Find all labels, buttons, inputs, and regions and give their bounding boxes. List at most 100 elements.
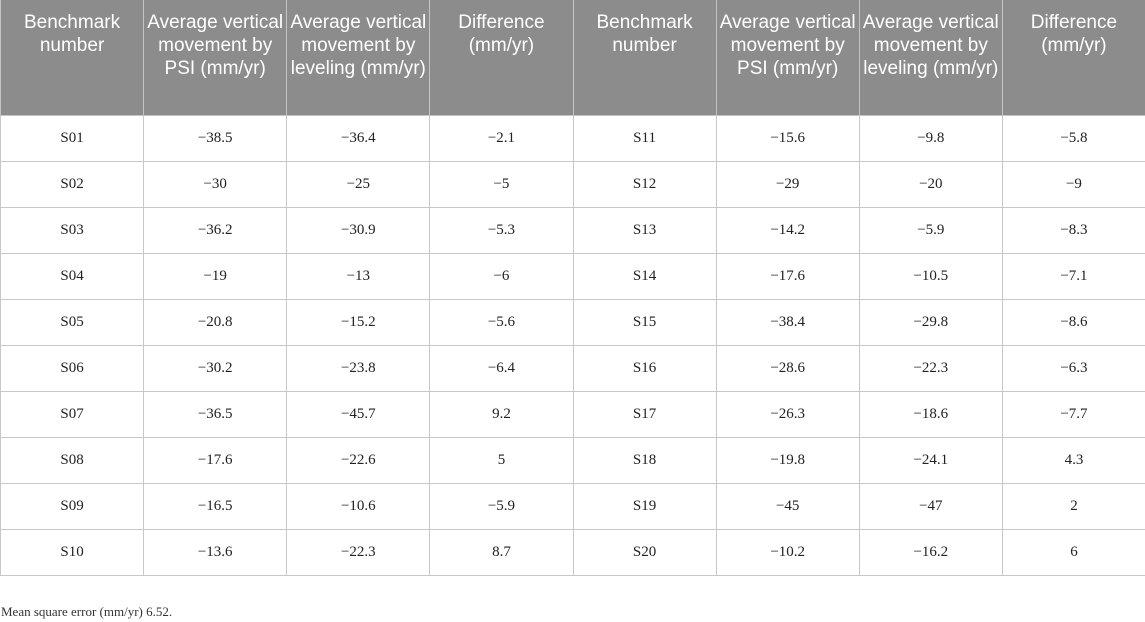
cell-psi-movement: −36.5 <box>143 390 288 438</box>
cell-benchmark-number-2: S17 <box>572 390 717 438</box>
cell-benchmark-number-2: S15 <box>572 298 717 346</box>
cell-leveling-movement-2: −20 <box>858 160 1003 208</box>
cell-leveling-movement: −23.8 <box>286 344 431 392</box>
cell-psi-movement-2: −17.6 <box>715 252 860 300</box>
cell-leveling-movement: −22.6 <box>286 436 431 484</box>
cell-psi-movement-2: −10.2 <box>715 528 860 576</box>
cell-benchmark-number: S02 <box>0 160 145 208</box>
cell-leveling-movement: −36.4 <box>286 114 431 162</box>
cell-benchmark-number-2: S14 <box>572 252 717 300</box>
cell-difference-2: −7.7 <box>1001 390 1145 438</box>
cell-benchmark-number: S08 <box>0 436 145 484</box>
cell-psi-movement: −19 <box>143 252 288 300</box>
cell-psi-movement: −30 <box>143 160 288 208</box>
cell-leveling-movement: −25 <box>286 160 431 208</box>
cell-difference: −5.3 <box>429 206 574 254</box>
cell-leveling-movement-2: −47 <box>858 482 1003 530</box>
cell-psi-movement: −13.6 <box>143 528 288 576</box>
cell-difference-2: 6 <box>1001 528 1145 576</box>
cell-difference-2: 4.3 <box>1001 436 1145 484</box>
cell-difference: −6.4 <box>429 344 574 392</box>
cell-psi-movement-2: −19.8 <box>715 436 860 484</box>
header-benchmark-number-2: Benchmark number <box>572 0 717 116</box>
cell-difference: −5 <box>429 160 574 208</box>
cell-benchmark-number-2: S16 <box>572 344 717 392</box>
benchmark-comparison-table: Benchmark number Average vertical moveme… <box>0 0 1145 576</box>
cell-difference-2: −9 <box>1001 160 1145 208</box>
cell-difference-2: −6.3 <box>1001 344 1145 392</box>
cell-difference: 5 <box>429 436 574 484</box>
cell-benchmark-number-2: S20 <box>572 528 717 576</box>
cell-psi-movement: −16.5 <box>143 482 288 530</box>
cell-leveling-movement: −45.7 <box>286 390 431 438</box>
cell-leveling-movement-2: −16.2 <box>858 528 1003 576</box>
table-footnote: Mean square error (mm/yr) 6.52. <box>1 604 173 619</box>
cell-difference-2: −8.3 <box>1001 206 1145 254</box>
cell-benchmark-number-2: S12 <box>572 160 717 208</box>
cell-difference: 8.7 <box>429 528 574 576</box>
cell-leveling-movement: −30.9 <box>286 206 431 254</box>
cell-leveling-movement: −15.2 <box>286 298 431 346</box>
cell-benchmark-number: S05 <box>0 298 145 346</box>
cell-benchmark-number: S07 <box>0 390 145 438</box>
cell-psi-movement: −36.2 <box>143 206 288 254</box>
table-row: S08 −17.6 −22.6 5 S18 −19.8 −24.1 4.3 <box>0 436 1145 484</box>
cell-leveling-movement-2: −22.3 <box>858 344 1003 392</box>
cell-psi-movement-2: −45 <box>715 482 860 530</box>
cell-leveling-movement: −22.3 <box>286 528 431 576</box>
table-row: S07 −36.5 −45.7 9.2 S17 −26.3 −18.6 −7.7 <box>0 390 1145 438</box>
header-difference-2: Difference (mm/yr) <box>1001 0 1145 116</box>
cell-leveling-movement: −10.6 <box>286 482 431 530</box>
cell-benchmark-number: S03 <box>0 206 145 254</box>
cell-difference: 9.2 <box>429 390 574 438</box>
table-row: S01 −38.5 −36.4 −2.1 S11 −15.6 −9.8 −5.8 <box>0 114 1145 162</box>
header-benchmark-number: Benchmark number <box>0 0 145 116</box>
cell-benchmark-number-2: S11 <box>572 114 717 162</box>
header-difference: Difference (mm/yr) <box>429 0 574 116</box>
cell-benchmark-number: S10 <box>0 528 145 576</box>
cell-benchmark-number: S01 <box>0 114 145 162</box>
table-row: S03 −36.2 −30.9 −5.3 S13 −14.2 −5.9 −8.3 <box>0 206 1145 254</box>
cell-benchmark-number: S09 <box>0 482 145 530</box>
cell-leveling-movement-2: −5.9 <box>858 206 1003 254</box>
cell-psi-movement-2: −15.6 <box>715 114 860 162</box>
cell-psi-movement-2: −26.3 <box>715 390 860 438</box>
cell-psi-movement: −38.5 <box>143 114 288 162</box>
cell-psi-movement: −20.8 <box>143 298 288 346</box>
header-psi-movement: Average vertical movement by PSI (mm/yr) <box>143 0 288 116</box>
table-header: Benchmark number Average vertical moveme… <box>0 0 1145 116</box>
table-body: S01 −38.5 −36.4 −2.1 S11 −15.6 −9.8 −5.8 S02 −30−… <box>0 114 1145 576</box>
table-row: S10 −13.6 −22.3 8.7 S20 −10.2 −16.2 6 <box>0 528 1145 576</box>
cell-difference: −6 <box>429 252 574 300</box>
cell-psi-movement-2: −38.4 <box>715 298 860 346</box>
cell-difference-2: −7.1 <box>1001 252 1145 300</box>
cell-benchmark-number-2: S13 <box>572 206 717 254</box>
cell-difference-2: −8.6 <box>1001 298 1145 346</box>
table-row: S05 −20.8 −15.2 −5.6 S15 −38.4 −29.8 −8.6 <box>0 298 1145 346</box>
cell-benchmark-number-2: S19 <box>572 482 717 530</box>
header-psi-movement-2: Average vertical movement by PSI (mm/yr) <box>715 0 860 116</box>
cell-difference: −5.6 <box>429 298 574 346</box>
table-row: S09 −16.5 −10.6 −5.9 S19 −45 −47 2 <box>0 482 1145 530</box>
cell-difference: −5.9 <box>429 482 574 530</box>
cell-leveling-movement-2: −9.8 <box>858 114 1003 162</box>
cell-benchmark-number-2: S18 <box>572 436 717 484</box>
cell-benchmark-number: S04 <box>0 252 145 300</box>
table-row: S02 −30 −25 −5 S12 −29 −20 −9 <box>0 160 1145 208</box>
cell-difference-2: 2 <box>1001 482 1145 530</box>
cell-psi-movement: −17.6 <box>143 436 288 484</box>
cell-leveling-movement-2: −10.5 <box>858 252 1003 300</box>
table-row: S06 −30.2 −23.8 −6.4 S16 −28.6 −22.3 −6.3 <box>0 344 1145 392</box>
cell-leveling-movement-2: −29.8 <box>858 298 1003 346</box>
cell-benchmark-number: S06 <box>0 344 145 392</box>
cell-psi-movement: −30.2 <box>143 344 288 392</box>
cell-psi-movement-2: −28.6 <box>715 344 860 392</box>
cell-leveling-movement-2: −18.6 <box>858 390 1003 438</box>
header-leveling-movement-2: Average vertical movement by leveling (m… <box>858 0 1003 116</box>
cell-psi-movement-2: −29 <box>715 160 860 208</box>
header-leveling-movement: Average vertical movement by leveling (m… <box>286 0 431 116</box>
cell-difference: −2.1 <box>429 114 574 162</box>
header-row: Benchmark number Average vertical moveme… <box>0 0 1145 116</box>
cell-leveling-movement-2: −24.1 <box>858 436 1003 484</box>
cell-difference-2: −5.8 <box>1001 114 1145 162</box>
